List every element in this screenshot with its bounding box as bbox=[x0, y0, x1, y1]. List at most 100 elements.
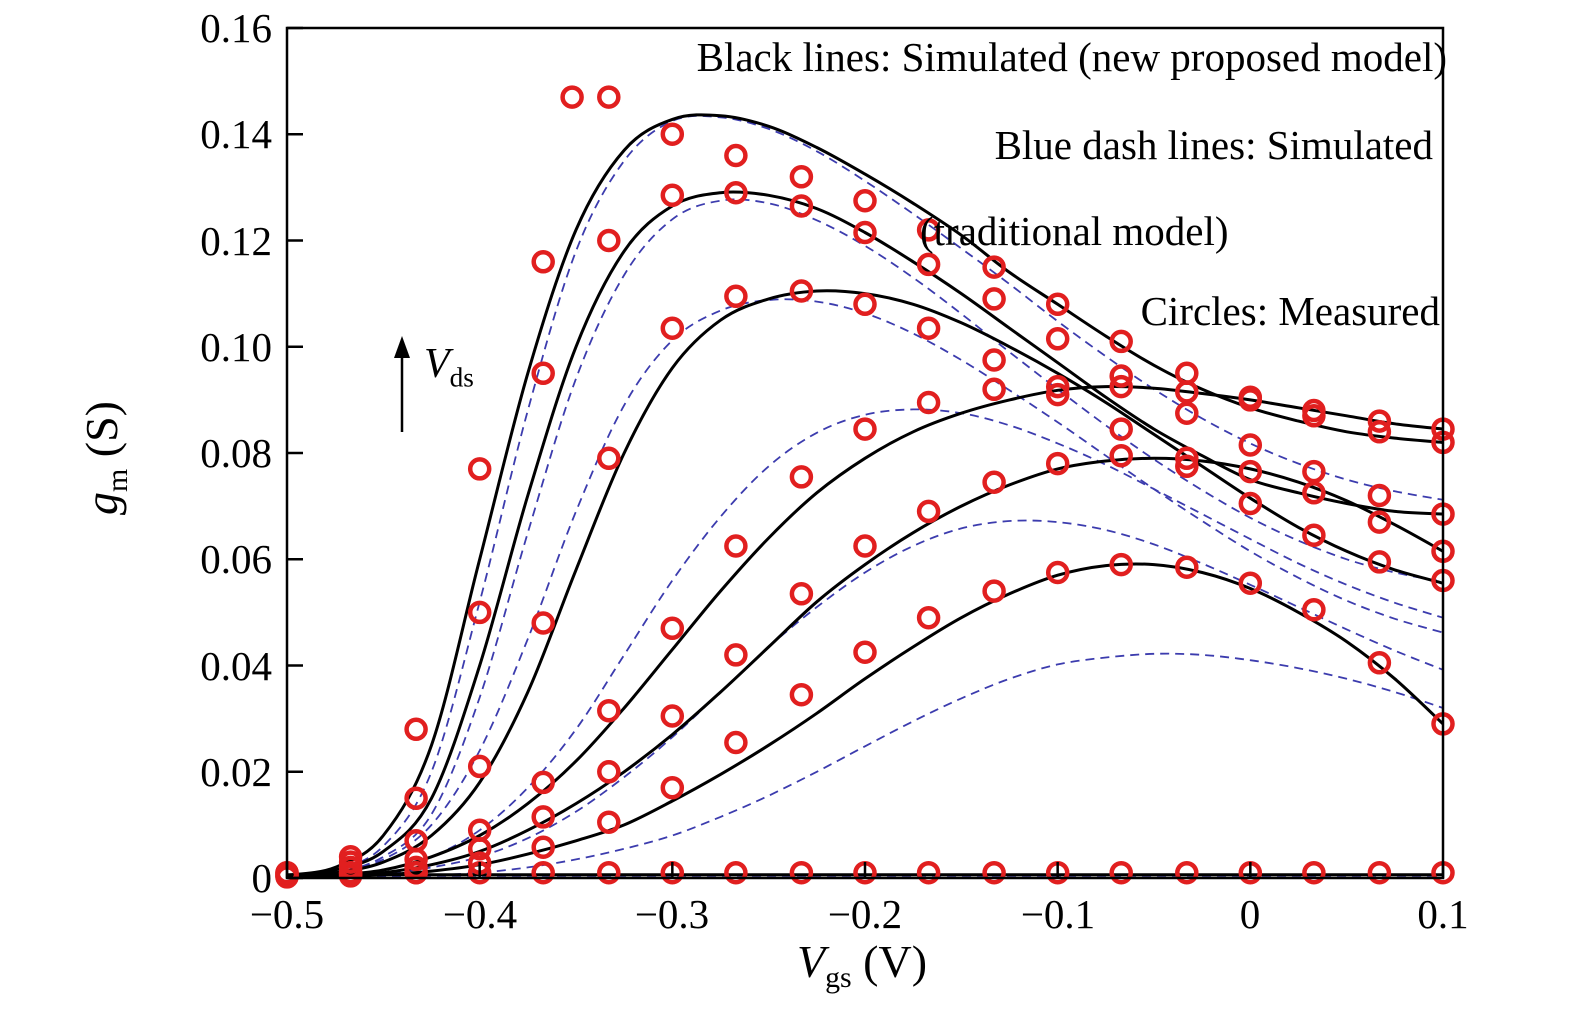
y-tick-label: 0 bbox=[251, 855, 273, 901]
measured-point-measured-vds-4 bbox=[724, 534, 748, 558]
measured-point-measured-vds-7 bbox=[789, 860, 814, 885]
vds-subscript: ds bbox=[449, 362, 474, 393]
measured-point-measured-vds-1 bbox=[853, 188, 877, 213]
y-axis-label: gm (S) bbox=[75, 308, 135, 608]
legend-blue-dash: Blue dash lines: Simulated bbox=[994, 122, 1433, 168]
measured-point-measured-vds-6 bbox=[853, 640, 877, 664]
y-axis-unit: (S) bbox=[75, 401, 127, 469]
measured-point-measured-vds-7 bbox=[916, 860, 941, 885]
measured-point-measured-vds-1 bbox=[404, 717, 428, 742]
y-tick-label: 0.10 bbox=[200, 324, 272, 370]
measured-point-measured-vds-2 bbox=[1302, 459, 1326, 484]
measured-point-measured-vds-3 bbox=[853, 292, 877, 317]
measured-point-measured-vds-6 bbox=[660, 775, 685, 800]
x-axis-subscript: gs bbox=[825, 961, 852, 995]
measured-point-measured-vds-5 bbox=[1367, 510, 1392, 534]
measured-point-measured-vds-5 bbox=[853, 534, 877, 558]
legend-circles: Circles: Measured bbox=[1140, 288, 1440, 334]
solid-line-new-model-vds-1 bbox=[286, 113, 1444, 877]
y-tick-label: 0.04 bbox=[200, 643, 272, 689]
solid-line-new-model-vds-3 bbox=[286, 289, 1444, 878]
measured-point-measured-vds-2 bbox=[467, 600, 492, 625]
measured-point-measured-vds-5 bbox=[1045, 451, 1070, 476]
measured-point-measured-vds-7 bbox=[338, 860, 363, 885]
measured-point-measured-vds-5 bbox=[1238, 459, 1263, 484]
measured-point-measured-vds-4 bbox=[916, 390, 941, 415]
measured-point-measured-vds-6 bbox=[1109, 552, 1133, 577]
dash-line-trad-model-vds-1 bbox=[286, 114, 1444, 877]
y-tick-label: 0.08 bbox=[200, 430, 272, 476]
dash-line-trad-model-vds-3 bbox=[286, 298, 1444, 878]
measured-point-measured-vds-7 bbox=[1109, 860, 1133, 885]
measured-point-measured-vds-4 bbox=[789, 465, 814, 489]
measured-point-measured-vds-3 bbox=[1302, 523, 1326, 548]
measured-point-measured-vds-7 bbox=[724, 860, 748, 885]
measured-point-measured-vds-1 bbox=[531, 250, 555, 274]
measured-point-measured-vds-2 bbox=[789, 194, 814, 218]
measured-point-measured-vds-3 bbox=[660, 316, 685, 340]
measured-point-measured-vds-3 bbox=[982, 348, 1006, 372]
measured-point-measured-vds-5 bbox=[597, 760, 621, 784]
measured-point-measured-vds-6 bbox=[597, 810, 621, 834]
measured-point-measured-vds-1 bbox=[1109, 329, 1133, 354]
measured-point-measured-vds-6 bbox=[531, 835, 555, 859]
measured-point-measured-vds-2 bbox=[1238, 433, 1263, 457]
measured-point-measured-vds-2 bbox=[1045, 327, 1070, 351]
measured-point-measured-vds-5 bbox=[1302, 481, 1326, 505]
x-tick-label: −0.1 bbox=[1020, 891, 1096, 937]
measured-point-outlier bbox=[560, 85, 584, 109]
measured-point-measured-vds-4 bbox=[597, 698, 621, 723]
x-tick-label: −0.3 bbox=[634, 891, 710, 937]
vds-variable: V bbox=[424, 341, 450, 387]
measured-point-measured-vds-4 bbox=[531, 770, 555, 795]
measured-point-measured-vds-1 bbox=[1367, 420, 1392, 444]
measured-point-measured-vds-4 bbox=[982, 377, 1006, 402]
x-tick-label: 0 bbox=[1239, 891, 1261, 937]
measured-point-measured-vds-2 bbox=[660, 183, 685, 208]
x-axis-variable: V bbox=[796, 935, 826, 987]
dash-line-trad-model-vds-4 bbox=[286, 408, 1444, 878]
measured-point-measured-vds-3 bbox=[597, 446, 621, 471]
solid-line-new-model-vds-4 bbox=[286, 385, 1444, 879]
measured-point-measured-vds-1 bbox=[789, 165, 814, 189]
vds-arrow-label: Vds bbox=[424, 340, 474, 393]
measured-point-measured-vds-2 bbox=[1109, 364, 1133, 388]
measured-point-measured-vds-1 bbox=[1175, 361, 1199, 386]
measured-point-measured-vds-1 bbox=[1045, 292, 1070, 317]
measured-point-measured-vds-2 bbox=[916, 252, 941, 277]
legend-trad-model: (traditional model) bbox=[920, 208, 1229, 254]
measured-point-measured-vds-7 bbox=[1175, 860, 1199, 885]
y-tick-label: 0.12 bbox=[200, 218, 272, 264]
x-tick-label: 0.1 bbox=[1417, 891, 1469, 937]
measured-point-measured-vds-4 bbox=[1045, 374, 1070, 399]
measured-point-measured-vds-6 bbox=[982, 579, 1006, 603]
measured-point-measured-vds-4 bbox=[1238, 388, 1263, 412]
measured-point-measured-vds-5 bbox=[531, 805, 555, 829]
y-tick-label: 0.16 bbox=[200, 5, 272, 51]
measured-point-measured-vds-7 bbox=[1367, 860, 1392, 885]
measured-point-measured-vds-3 bbox=[1238, 491, 1263, 516]
measured-point-measured-vds-5 bbox=[467, 837, 492, 861]
x-tick-label: −0.4 bbox=[442, 891, 518, 937]
measured-point-measured-vds-3 bbox=[724, 284, 748, 309]
y-axis-subscript: m bbox=[101, 468, 135, 492]
measured-point-measured-vds-7 bbox=[404, 860, 428, 885]
measured-point-measured-vds-4 bbox=[1109, 374, 1133, 399]
measured-point-measured-vds-2 bbox=[531, 361, 555, 386]
measured-point-measured-vds-5 bbox=[724, 643, 748, 667]
vds-arrow-head bbox=[394, 336, 410, 358]
measured-point-measured-vds-6 bbox=[1045, 560, 1070, 585]
measured-point-measured-vds-4 bbox=[853, 417, 877, 441]
measured-point-measured-vds-3 bbox=[916, 316, 941, 340]
measured-point-measured-vds-1 bbox=[597, 85, 621, 109]
measured-point-measured-vds-7 bbox=[597, 860, 621, 885]
measured-point-measured-vds-7 bbox=[982, 860, 1006, 885]
measured-point-measured-vds-5 bbox=[789, 582, 814, 606]
measured-point-measured-vds-5 bbox=[1175, 446, 1199, 471]
measured-point-measured-vds-1 bbox=[724, 143, 748, 168]
measured-point-measured-vds-2 bbox=[1367, 483, 1392, 508]
measured-point-measured-vds-1 bbox=[982, 255, 1006, 279]
measured-point-measured-vds-3 bbox=[531, 611, 555, 635]
